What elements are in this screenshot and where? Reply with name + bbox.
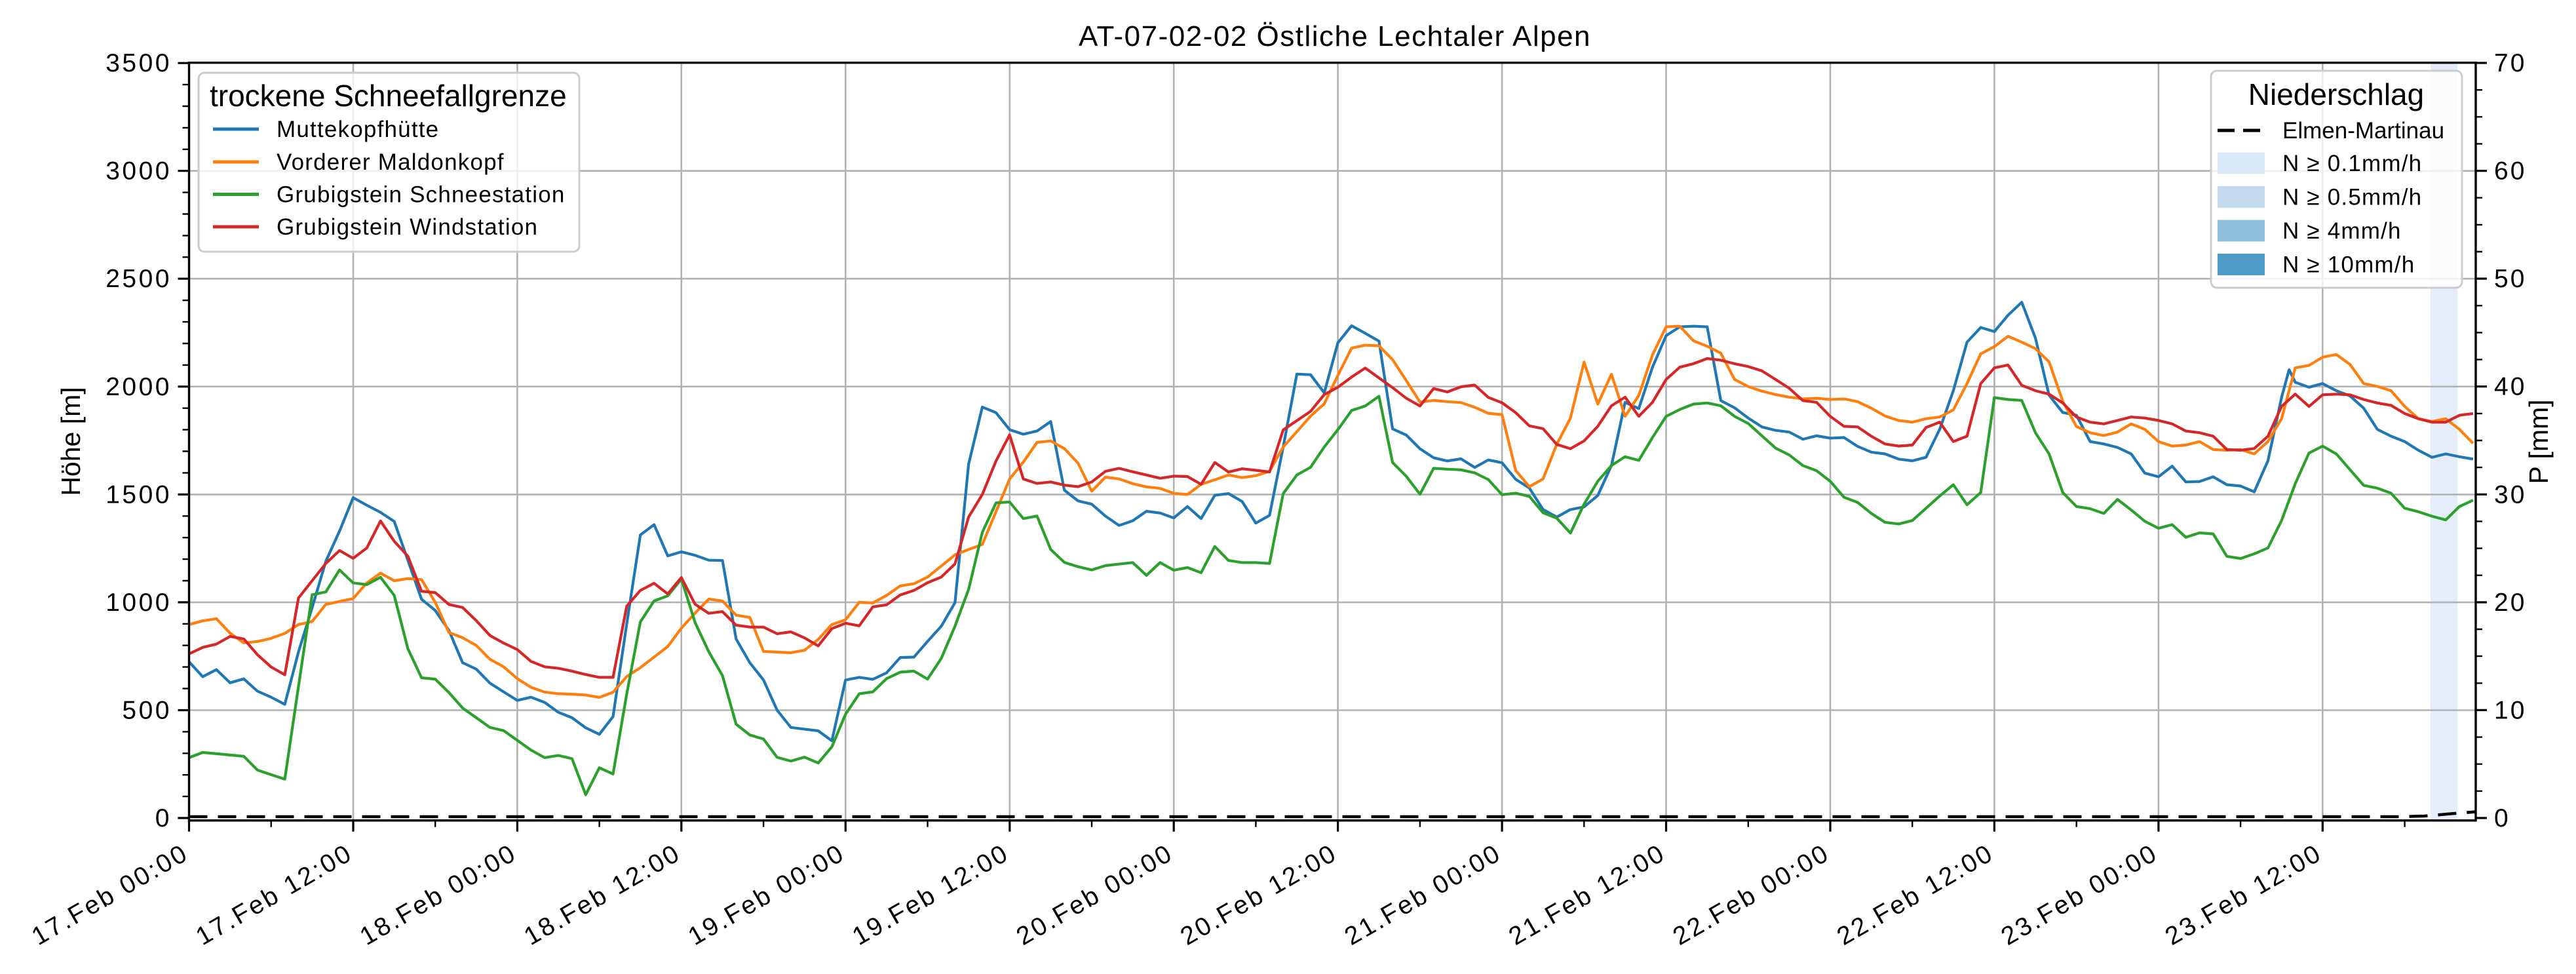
svg-text:3000: 3000 (106, 157, 172, 185)
svg-text:2000: 2000 (106, 373, 172, 401)
svg-text:N ≥ 0.5mm/h: N ≥ 0.5mm/h (2282, 185, 2422, 210)
svg-text:40: 40 (2494, 373, 2526, 401)
svg-text:20: 20 (2494, 589, 2526, 617)
svg-text:Vorderer Maldonkopf: Vorderer Maldonkopf (277, 149, 505, 175)
svg-text:2500: 2500 (106, 265, 172, 293)
svg-text:10: 10 (2494, 696, 2526, 724)
svg-text:70: 70 (2494, 49, 2526, 77)
svg-text:60: 60 (2494, 157, 2526, 185)
svg-text:1000: 1000 (106, 589, 172, 617)
svg-text:AT-07-02-02 Östliche Lechtaler: AT-07-02-02 Östliche Lechtaler Alpen (1079, 20, 1591, 52)
svg-text:Grubigstein Windstation: Grubigstein Windstation (277, 214, 538, 240)
svg-text:Elmen-Martinau: Elmen-Martinau (2282, 118, 2444, 144)
svg-text:trockene Schneefallgrenze: trockene Schneefallgrenze (210, 79, 567, 113)
svg-text:N ≥ 0.1mm/h: N ≥ 0.1mm/h (2282, 151, 2422, 176)
svg-text:50: 50 (2494, 265, 2526, 293)
svg-text:Niederschlag: Niederschlag (2248, 77, 2424, 111)
svg-text:N ≥ 4mm/h: N ≥ 4mm/h (2282, 218, 2402, 244)
svg-text:3500: 3500 (106, 49, 172, 77)
svg-text:0: 0 (2494, 804, 2510, 832)
svg-text:P [mm]: P [mm] (2524, 399, 2554, 484)
svg-text:0: 0 (155, 804, 172, 832)
svg-text:1500: 1500 (106, 480, 172, 509)
svg-text:30: 30 (2494, 480, 2526, 509)
svg-text:Grubigstein Schneestation: Grubigstein Schneestation (277, 182, 566, 208)
svg-text:Muttekopfhütte: Muttekopfhütte (277, 117, 439, 142)
svg-text:N ≥ 10mm/h: N ≥ 10mm/h (2282, 252, 2415, 278)
svg-text:Höhe [m]: Höhe [m] (56, 387, 86, 496)
svg-text:500: 500 (122, 697, 172, 725)
